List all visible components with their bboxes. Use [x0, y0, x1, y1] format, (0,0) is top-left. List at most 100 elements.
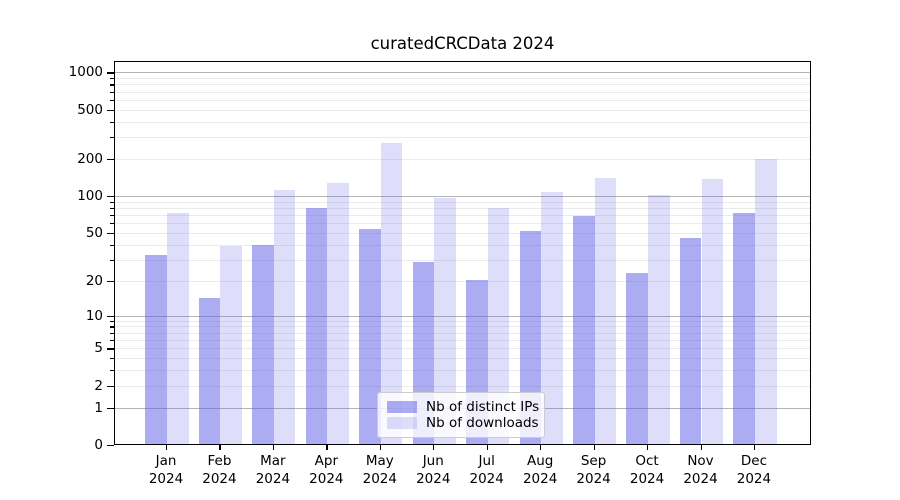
bar-distinct-ips-oct: [626, 272, 649, 444]
y-tick-label: 2: [94, 377, 103, 394]
y-tick-label: 20: [85, 272, 103, 289]
x-tick-label: Sep 2024: [562, 453, 626, 488]
y-minor-tick-mark: [110, 215, 114, 217]
y-tick-label: 0: [94, 437, 103, 453]
bar-downloads-mar: [273, 189, 296, 444]
x-tick-month: Jul: [478, 453, 495, 469]
y-minor-tick-mark: [110, 137, 114, 139]
minor-gridline: [115, 320, 810, 322]
y-minor-tick-mark: [110, 99, 114, 102]
x-tick-mark: [219, 445, 221, 450]
y-minor-tick-mark: [110, 244, 114, 246]
minor-gridline: [115, 385, 810, 387]
x-tick-month: Dec: [740, 453, 767, 469]
legend-label-distinct-ips: Nb of distinct IPs: [426, 399, 540, 415]
bar-distinct-ips-apr: [305, 208, 328, 444]
x-tick-year: 2024: [522, 470, 558, 487]
minor-gridline: [115, 280, 810, 282]
y-minor-tick-mark: [110, 121, 114, 123]
y-tick-mark: [107, 72, 114, 74]
minor-gridline: [115, 207, 810, 209]
x-tick-month: Feb: [207, 453, 232, 469]
y-tick-label: 200: [77, 150, 103, 167]
bar-distinct-ips-feb: [198, 297, 221, 444]
bar-downloads-nov: [701, 178, 724, 444]
x-tick-year: 2024: [255, 470, 291, 487]
major-gridline: [115, 72, 810, 74]
y-minor-tick-mark: [110, 84, 114, 86]
y-minor-tick-mark: [110, 358, 114, 360]
minor-gridline: [115, 340, 810, 342]
minor-gridline: [115, 99, 810, 101]
x-tick-mark: [433, 445, 435, 450]
x-tick-label: Oct 2024: [615, 453, 679, 488]
x-tick-year: 2024: [309, 470, 344, 487]
x-tick-month: Jan: [155, 453, 177, 469]
y-tick-mark: [107, 196, 114, 198]
minor-gridline: [115, 84, 810, 86]
x-tick-year: 2024: [629, 470, 665, 487]
x-tick-label: Jun 2024: [401, 453, 465, 488]
y-tick-label: 500: [77, 101, 103, 118]
minor-gridline: [115, 78, 810, 80]
x-tick-mark: [700, 445, 702, 450]
x-tick-label: May 2024: [348, 453, 412, 488]
y-tick-label: 1: [94, 399, 103, 416]
legend-item-downloads: Nb of downloads: [387, 415, 539, 431]
y-minor-tick-mark: [110, 207, 114, 210]
x-tick-year: 2024: [148, 470, 184, 487]
minor-gridline: [115, 158, 810, 160]
x-tick-mark: [166, 445, 168, 450]
x-tick-label: Jan 2024: [134, 453, 198, 488]
minor-gridline: [115, 232, 810, 234]
x-tick-label: Apr 2024: [294, 453, 358, 488]
major-gridline: [115, 196, 810, 198]
x-tick-year: 2024: [362, 470, 397, 487]
chart-title: curatedCRCData 2024: [370, 34, 555, 53]
bar-distinct-ips-mar: [252, 245, 274, 444]
minor-gridline: [115, 91, 810, 93]
y-tick-mark: [107, 385, 114, 387]
minor-gridline: [115, 259, 810, 261]
y-tick-label: 1000: [68, 64, 103, 81]
bar-downloads-aug: [541, 191, 563, 444]
minor-gridline: [115, 244, 810, 246]
bar-downloads-sep: [594, 178, 617, 444]
x-tick-month: Sep: [580, 453, 607, 469]
y-minor-tick-mark: [110, 332, 114, 335]
y-minor-tick-mark: [110, 91, 114, 93]
legend-swatch-ips-icon: [387, 401, 417, 413]
x-tick-month: Apr: [314, 453, 339, 469]
x-tick-mark: [326, 445, 328, 450]
x-tick-mark: [540, 445, 542, 450]
x-tick-year: 2024: [416, 470, 451, 487]
x-tick-mark: [272, 445, 275, 450]
x-tick-month: Aug: [526, 453, 554, 469]
x-tick-mark: [647, 445, 649, 450]
x-tick-month: Oct: [635, 453, 659, 469]
x-tick-year: 2024: [202, 470, 237, 487]
x-tick-mark: [593, 445, 595, 450]
legend-label-downloads: Nb of downloads: [426, 415, 539, 431]
y-tick-mark: [107, 407, 114, 409]
minor-gridline: [115, 223, 810, 225]
x-tick-year: 2024: [469, 470, 504, 487]
bar-distinct-ips-aug: [519, 230, 542, 444]
bar-distinct-ips-may: [359, 228, 381, 444]
minor-gridline: [115, 201, 810, 203]
x-tick-year: 2024: [576, 470, 611, 487]
minor-gridline: [115, 348, 810, 350]
y-minor-tick-mark: [110, 259, 114, 261]
y-minor-tick-mark: [110, 78, 114, 80]
y-minor-tick-mark: [110, 326, 114, 328]
minor-gridline: [115, 370, 810, 372]
bar-distinct-ips-jan: [145, 255, 167, 444]
minor-gridline: [115, 326, 810, 328]
bar-downloads-oct: [648, 195, 670, 444]
bar-downloads-feb: [220, 246, 243, 444]
y-tick-label: 5: [94, 340, 103, 357]
minor-gridline: [115, 121, 810, 123]
x-tick-mark: [486, 445, 488, 450]
bar-downloads-dec: [754, 159, 777, 444]
